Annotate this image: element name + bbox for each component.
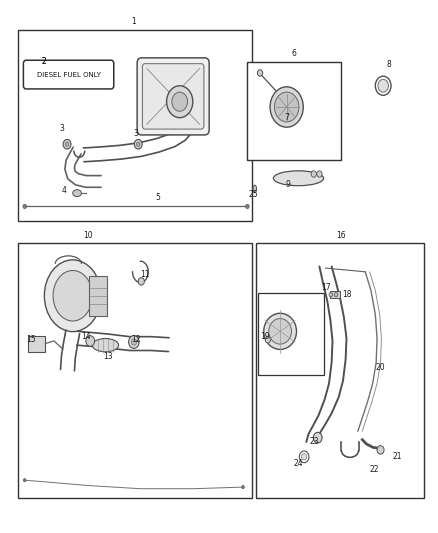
Circle shape bbox=[131, 339, 137, 345]
Bar bbox=[18, 243, 252, 498]
Circle shape bbox=[129, 336, 139, 349]
Ellipse shape bbox=[53, 270, 92, 321]
Text: 8: 8 bbox=[387, 60, 392, 69]
Bar bbox=[89, 276, 107, 316]
Text: 24: 24 bbox=[293, 459, 303, 467]
Bar bbox=[256, 243, 424, 498]
Circle shape bbox=[311, 171, 316, 177]
Circle shape bbox=[138, 278, 145, 285]
Circle shape bbox=[172, 92, 187, 111]
Text: 17: 17 bbox=[321, 283, 331, 292]
Circle shape bbox=[317, 171, 322, 177]
Circle shape bbox=[313, 432, 322, 443]
Bar bbox=[28, 336, 45, 352]
Text: 5: 5 bbox=[155, 193, 160, 202]
Circle shape bbox=[134, 140, 142, 149]
Circle shape bbox=[137, 142, 140, 147]
Text: 2: 2 bbox=[41, 58, 46, 66]
Circle shape bbox=[86, 336, 95, 346]
Text: 9: 9 bbox=[286, 180, 290, 189]
Bar bbox=[247, 62, 341, 160]
Circle shape bbox=[258, 70, 263, 76]
FancyBboxPatch shape bbox=[137, 58, 209, 135]
Ellipse shape bbox=[269, 319, 291, 344]
Text: DIESEL FUEL ONLY: DIESEL FUEL ONLY bbox=[37, 71, 101, 78]
Circle shape bbox=[275, 92, 299, 122]
Text: 23: 23 bbox=[309, 438, 319, 447]
FancyBboxPatch shape bbox=[142, 63, 204, 129]
Ellipse shape bbox=[73, 190, 81, 197]
Circle shape bbox=[299, 451, 309, 463]
Ellipse shape bbox=[264, 313, 297, 350]
Circle shape bbox=[377, 446, 384, 454]
Text: 21: 21 bbox=[392, 453, 402, 462]
Circle shape bbox=[378, 79, 389, 92]
Text: 12: 12 bbox=[131, 335, 141, 344]
Circle shape bbox=[23, 204, 26, 208]
Circle shape bbox=[242, 486, 244, 489]
Text: 4: 4 bbox=[62, 186, 67, 195]
Text: 11: 11 bbox=[140, 270, 149, 279]
Circle shape bbox=[265, 337, 271, 343]
Text: 18: 18 bbox=[342, 289, 352, 298]
Circle shape bbox=[375, 76, 391, 95]
Circle shape bbox=[334, 293, 338, 297]
Ellipse shape bbox=[253, 185, 257, 192]
Ellipse shape bbox=[44, 260, 101, 332]
Text: 13: 13 bbox=[103, 352, 113, 361]
Text: 15: 15 bbox=[26, 335, 36, 344]
Circle shape bbox=[166, 86, 193, 118]
Circle shape bbox=[23, 479, 26, 482]
Text: 10: 10 bbox=[83, 231, 93, 240]
Text: 1: 1 bbox=[131, 18, 136, 27]
Text: 3: 3 bbox=[60, 124, 64, 133]
Circle shape bbox=[270, 87, 303, 127]
Text: 16: 16 bbox=[336, 231, 346, 240]
Bar bbox=[258, 293, 324, 375]
Circle shape bbox=[65, 142, 69, 147]
Text: 14: 14 bbox=[81, 332, 91, 341]
Ellipse shape bbox=[273, 171, 324, 185]
Bar bbox=[330, 291, 339, 298]
Text: 22: 22 bbox=[369, 465, 379, 474]
Text: 6: 6 bbox=[292, 50, 297, 58]
Circle shape bbox=[63, 140, 71, 149]
Text: 19: 19 bbox=[260, 332, 270, 341]
FancyBboxPatch shape bbox=[23, 60, 114, 89]
Circle shape bbox=[301, 454, 307, 460]
Text: 3: 3 bbox=[134, 129, 138, 138]
Ellipse shape bbox=[92, 338, 119, 352]
Bar bbox=[18, 30, 252, 221]
Text: 20: 20 bbox=[376, 363, 385, 372]
Text: 25: 25 bbox=[248, 190, 258, 199]
Text: 2: 2 bbox=[41, 58, 46, 66]
Text: 7: 7 bbox=[284, 113, 289, 122]
Circle shape bbox=[246, 204, 249, 208]
Circle shape bbox=[329, 293, 332, 297]
